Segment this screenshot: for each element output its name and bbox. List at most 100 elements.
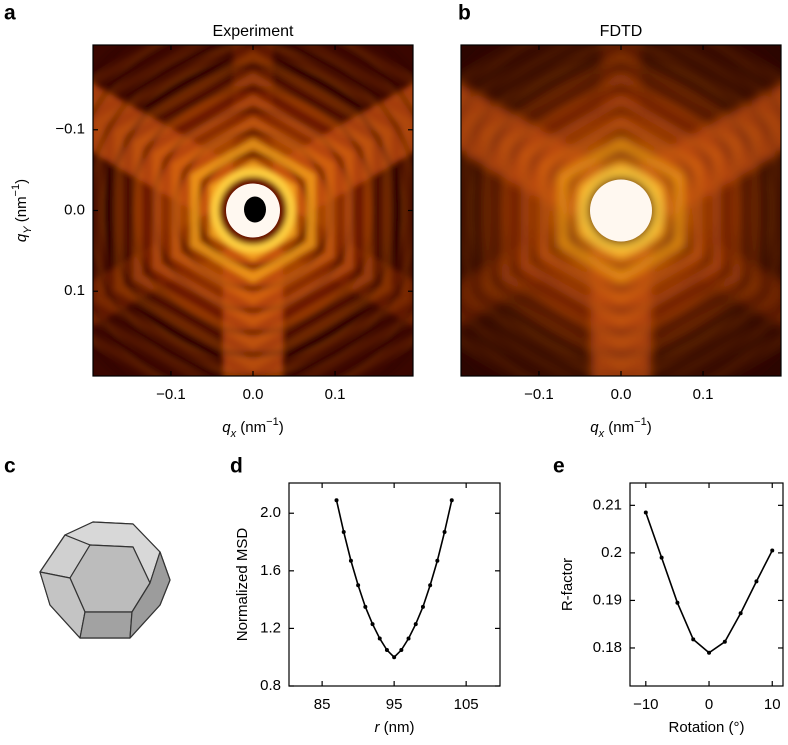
panel-label: c — [4, 455, 16, 478]
label-part: q — [222, 419, 231, 436]
x-tick-label: 10 — [764, 696, 781, 713]
ring — [520, 94, 722, 327]
data-point — [691, 637, 696, 642]
ring — [577, 160, 665, 261]
center-disk — [590, 179, 652, 242]
y-axis-label: R-factor — [559, 558, 576, 611]
ring — [463, 45, 779, 376]
chart-title: FDTD — [600, 23, 643, 40]
diffraction-image — [93, 45, 413, 376]
label-part: (nm — [236, 419, 266, 436]
data-point — [675, 600, 680, 605]
data-point — [370, 622, 375, 627]
plot-area — [643, 510, 775, 655]
y-tick-label: 0.1 — [64, 282, 85, 299]
pattern — [461, 45, 781, 376]
data-point — [707, 650, 712, 655]
x-tick-label: 0.0 — [611, 386, 632, 403]
data-point — [363, 604, 368, 609]
plot-frame — [629, 482, 784, 687]
x-axis-label: Rotation (°) — [668, 719, 744, 736]
ring — [501, 72, 741, 349]
label-part: −1 — [10, 184, 22, 197]
ring-gap — [128, 86, 378, 335]
data-point — [449, 498, 454, 503]
label-part: ) — [647, 419, 652, 436]
ring — [114, 50, 392, 371]
data-line — [335, 500, 453, 659]
diffraction-image — [461, 45, 781, 376]
data-point — [428, 583, 433, 588]
y-tick-label: −0.1 — [55, 121, 85, 138]
data-point — [643, 510, 648, 515]
beam-stop — [244, 196, 266, 223]
label-part: (nm — [13, 196, 30, 226]
data-point — [377, 636, 382, 641]
y-axis-label: Normalized MSD — [234, 528, 251, 642]
x-tick-label: 0.1 — [325, 386, 346, 403]
label-part: Y — [22, 226, 34, 234]
data-point — [754, 579, 759, 584]
y-tick-label: 1.6 — [260, 562, 281, 579]
label-part: R-factor — [559, 558, 576, 611]
x-axis-label: qx (nm−1) — [590, 416, 651, 440]
label-part: q — [13, 233, 30, 242]
x-axis-label: r (nm) — [375, 719, 415, 736]
chart-title: Experiment — [213, 23, 294, 40]
x-tick-label: −0.1 — [156, 386, 186, 403]
panel-label: e — [553, 455, 565, 478]
panel-label: d — [230, 455, 243, 478]
ring — [209, 160, 297, 261]
label-part: (nm — [604, 419, 634, 436]
y-tick-label: 0.21 — [593, 496, 622, 513]
data-point — [659, 555, 664, 560]
ring — [539, 116, 703, 305]
panel-label: b — [458, 2, 471, 25]
data-point — [420, 604, 425, 609]
y-tick-label: 0.19 — [593, 591, 622, 608]
ring — [152, 94, 354, 327]
x-tick-label: 105 — [454, 696, 479, 713]
label-part: −1 — [634, 416, 647, 428]
label-part: (nm) — [380, 719, 415, 736]
label-part: x — [598, 428, 605, 440]
data-point — [435, 558, 440, 563]
label-part: q — [590, 419, 599, 436]
ring — [482, 50, 760, 371]
x-axis-label: qx (nm−1) — [222, 416, 283, 440]
x-tick-label: −10 — [633, 696, 658, 713]
label-part: x — [230, 428, 237, 440]
ring — [95, 45, 411, 376]
x-tick-label: −0.1 — [524, 386, 554, 403]
data-line — [645, 512, 773, 654]
data-point — [738, 611, 743, 616]
x-tick-label: 0 — [705, 696, 713, 713]
y-tick-label: 2.0 — [260, 504, 281, 521]
label-part: ) — [13, 179, 30, 184]
ring — [133, 72, 373, 349]
label-part: −1 — [266, 416, 279, 428]
ring — [171, 116, 335, 305]
data-point — [356, 583, 361, 588]
data-point — [442, 529, 447, 534]
label-part: Rotation (°) — [668, 719, 744, 736]
polyhedron-illustration — [39, 521, 171, 639]
panel-label: a — [4, 2, 16, 25]
x-tick-label: 0.0 — [243, 386, 264, 403]
y-tick-label: 1.2 — [260, 619, 281, 636]
data-point — [348, 558, 353, 563]
x-tick-label: 85 — [314, 696, 331, 713]
label-part: r — [375, 719, 381, 736]
y-tick-label: 0.8 — [260, 677, 281, 694]
y-tick-label: 0.0 — [64, 201, 85, 218]
data-point — [334, 498, 339, 503]
ring — [190, 138, 316, 283]
y-tick-label: 0.18 — [593, 639, 622, 656]
data-point — [392, 655, 397, 660]
x-tick-label: 0.1 — [693, 386, 714, 403]
data-point — [722, 639, 727, 644]
data-point — [770, 548, 775, 553]
y-tick-label: 0.2 — [601, 544, 622, 561]
ring-gap — [474, 64, 768, 357]
